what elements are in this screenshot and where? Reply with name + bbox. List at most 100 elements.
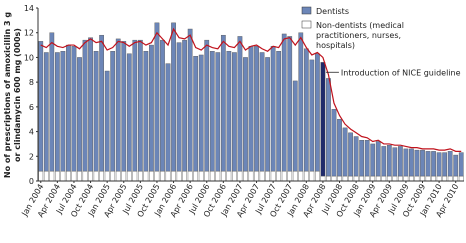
bar-segment: [93, 170, 99, 182]
bar-segment: [254, 46, 259, 172]
bar-segment: [110, 51, 116, 172]
bar-segment: [425, 175, 431, 182]
bar-segment: [38, 170, 44, 182]
bar-segment: [458, 152, 464, 177]
bar-segment: [409, 175, 414, 182]
bar-segment: [420, 175, 425, 182]
bar-segment: [160, 39, 165, 172]
bar-segment: [298, 170, 304, 182]
bar-segment: [54, 52, 60, 172]
bar-segment: [447, 151, 453, 177]
bar-segment: [320, 62, 326, 177]
legend-swatch: [301, 6, 312, 15]
legend-label: Dentists: [316, 7, 349, 16]
bar-segment: [215, 52, 221, 172]
bar-segment: [198, 54, 204, 172]
bar-segment: [66, 170, 71, 182]
y-tick-label: 0: [29, 177, 34, 186]
bar-segment: [243, 170, 248, 182]
bar-segment: [182, 39, 187, 172]
bar-segment: [176, 42, 182, 172]
bar-segment: [232, 52, 237, 172]
bar-segment: [353, 136, 359, 177]
bar-segment: [237, 36, 243, 172]
bar-segment: [187, 170, 193, 182]
bar-segment: [149, 44, 154, 172]
bar-segment: [386, 144, 392, 177]
bar-segment: [287, 36, 293, 172]
bar-segment: [204, 170, 210, 182]
bar-segment: [193, 55, 199, 172]
bar-segment: [176, 170, 182, 182]
bar-segment: [60, 170, 66, 182]
bar-segment: [187, 28, 193, 172]
bar-segment: [149, 170, 154, 182]
bar-segment: [337, 175, 342, 182]
bar-segment: [414, 175, 420, 182]
bar-segment: [204, 39, 210, 172]
bar-segment: [77, 170, 82, 182]
bar-segment: [254, 170, 259, 182]
bar-segment: [265, 170, 270, 182]
y-tick-label: 2: [29, 152, 34, 161]
bar-segment: [375, 141, 381, 177]
bar-segment: [309, 170, 315, 182]
legend-label: Non-dentists (medical practitioners, nurs…: [316, 21, 404, 50]
bar-segment: [287, 170, 293, 182]
y-tick-label: 14: [24, 4, 34, 13]
bar-segment: [342, 175, 348, 182]
bar-segment: [375, 175, 381, 182]
bar-segment: [38, 41, 44, 172]
bar-segment: [132, 39, 138, 172]
bar-segment: [292, 80, 298, 172]
bar-segment: [442, 152, 448, 177]
bar-segment: [43, 170, 49, 182]
bar-segment: [364, 175, 370, 182]
bar-segment: [442, 175, 448, 182]
bar-segment: [348, 175, 353, 182]
bar-segment: [298, 32, 304, 172]
bar-segment: [270, 170, 276, 182]
bar-segment: [453, 175, 459, 182]
bar-segment: [315, 170, 320, 182]
bar-segment: [281, 33, 287, 172]
bar-segment: [259, 52, 265, 172]
bar-segment: [303, 48, 309, 172]
bar-segment: [54, 170, 60, 182]
bar-segment: [82, 39, 88, 172]
bar-segment: [77, 57, 82, 172]
y-tick-label: 8: [29, 78, 34, 87]
bar-segment: [193, 170, 199, 182]
bar-segment: [209, 170, 215, 182]
bar-segment: [320, 175, 326, 182]
bar-segment: [403, 175, 409, 182]
bar-segment: [326, 175, 331, 182]
bar-segment: [392, 147, 398, 177]
bar-segment: [171, 170, 176, 182]
bar-segment: [326, 78, 331, 177]
bar-segment: [370, 143, 376, 177]
bar-segment: [115, 170, 121, 182]
bar-segment: [342, 127, 348, 177]
bar-segment: [198, 170, 204, 182]
bar-segment: [386, 175, 392, 182]
bar-segment: [458, 175, 464, 182]
bar-segment: [104, 170, 110, 182]
bar-segment: [220, 170, 226, 182]
bar-segment: [348, 132, 353, 177]
bar-segment: [370, 175, 376, 182]
bar-segment: [88, 37, 93, 172]
bar-segment: [182, 170, 187, 182]
bar-segment: [165, 63, 171, 172]
bar-segment: [126, 170, 132, 182]
y-tick-label: 10: [24, 53, 34, 62]
bar-segment: [381, 175, 387, 182]
bar-segment: [398, 146, 403, 177]
y-axis-title: No of prescriptions of amoxicillin 3 g o…: [3, 12, 22, 178]
bar-segment: [49, 170, 55, 182]
bar-segment: [132, 170, 138, 182]
bar-segment: [226, 51, 232, 172]
bar-segment: [115, 38, 121, 172]
bar-segment: [126, 53, 132, 172]
bar-segment: [403, 148, 409, 177]
